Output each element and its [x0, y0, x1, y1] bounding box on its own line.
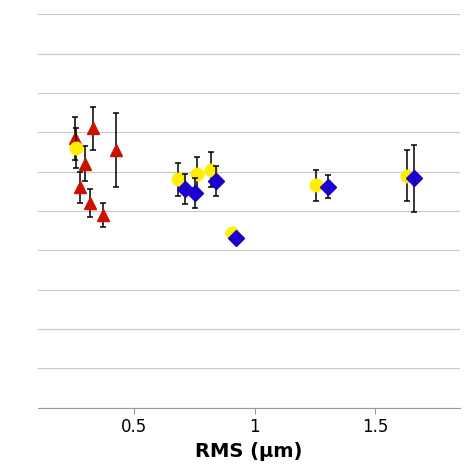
X-axis label: RMS (μm): RMS (μm) — [195, 442, 302, 461]
